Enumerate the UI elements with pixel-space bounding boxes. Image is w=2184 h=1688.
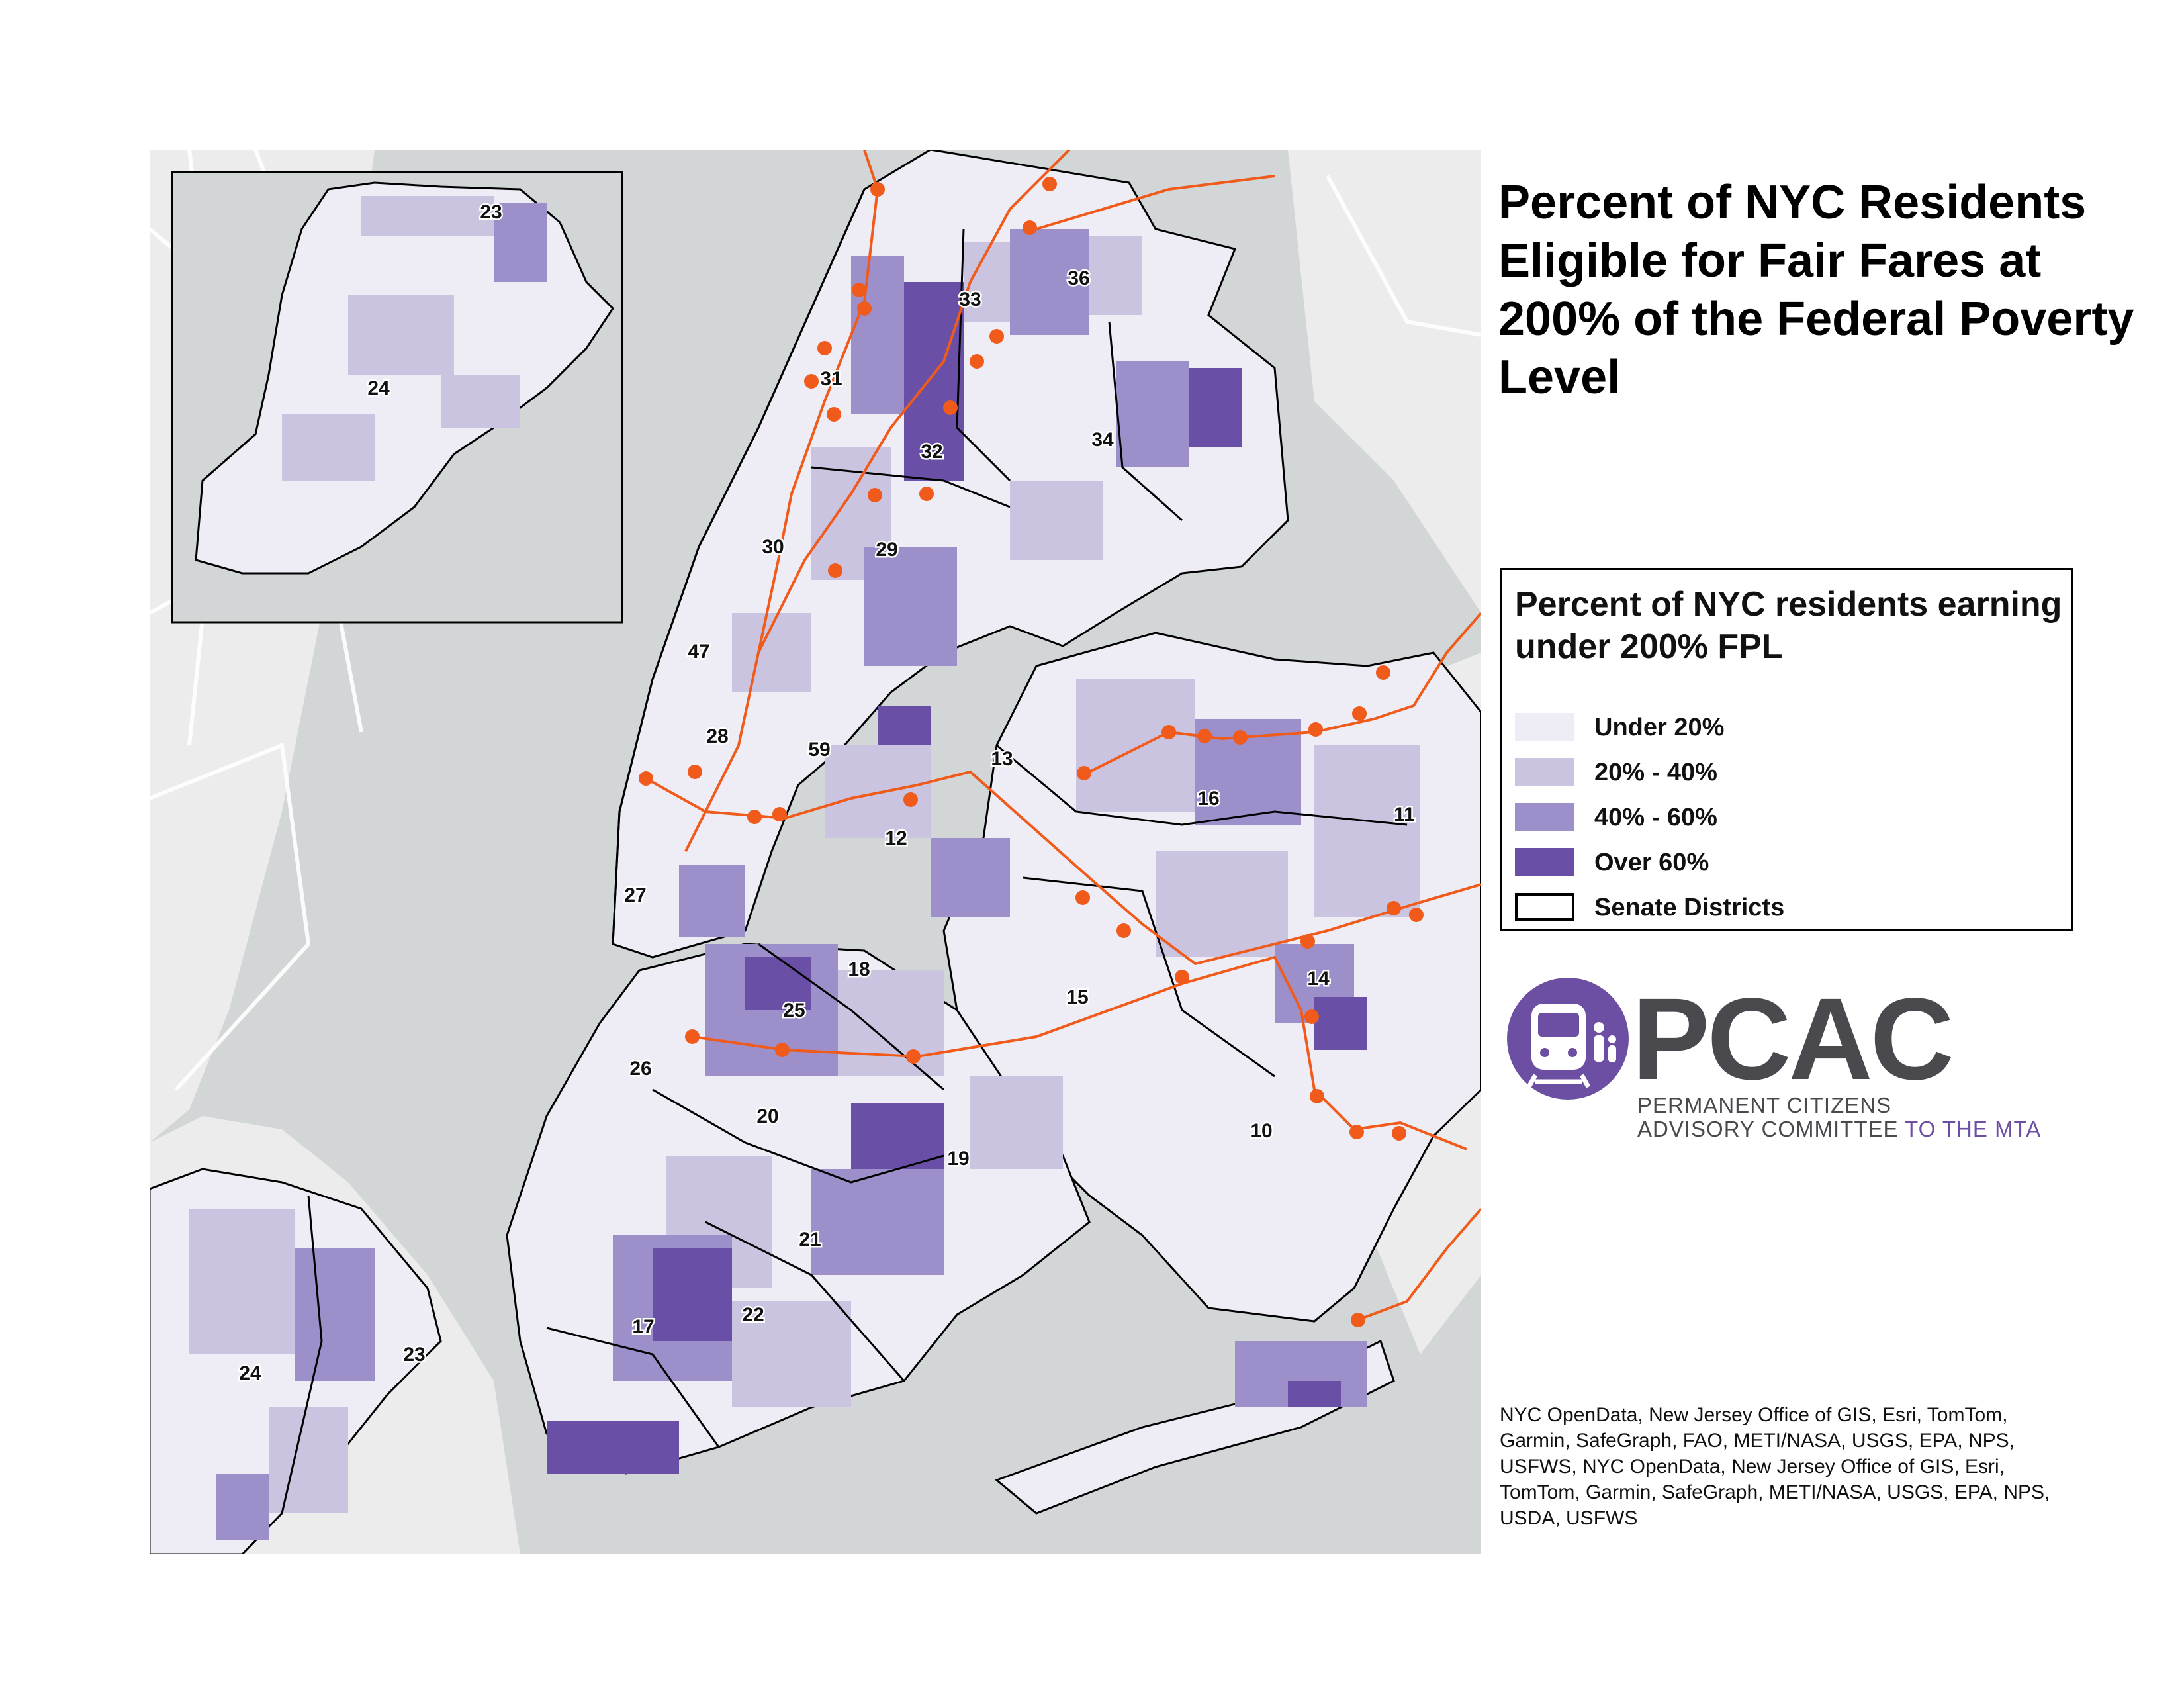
legend: Percent of NYC residents earning under 2…	[1500, 568, 2073, 931]
district-label: 34	[1091, 429, 1114, 451]
district-label: 15	[1066, 986, 1088, 1008]
map-title: Percent of NYC Residents Eligible for Fa…	[1498, 176, 2134, 404]
subway-stations	[639, 177, 1424, 1327]
legend-label: Under 20%	[1594, 714, 1725, 741]
legend-swatch	[1515, 803, 1574, 831]
district-label: 29	[876, 539, 897, 561]
district-label: 28	[706, 726, 728, 747]
legend-label: 40% - 60%	[1594, 804, 1717, 831]
logo-wordmark: PCAC	[1632, 974, 1954, 1104]
district-label: 27	[624, 884, 646, 906]
inset-district-label: 23	[480, 201, 502, 223]
district-label: 33	[959, 289, 981, 310]
district-label: 30	[762, 536, 784, 558]
district-label: 19	[947, 1148, 969, 1170]
subway-lines	[645, 150, 1481, 1323]
district-label: 25	[783, 1000, 805, 1021]
train-icon	[1507, 978, 1629, 1100]
logo-subtitle-main: ADVISORY COMMITTEE	[1637, 1117, 1899, 1141]
legend-item-under-20: Under 20%	[1515, 713, 2058, 742]
district-label: 12	[885, 827, 907, 849]
district-label: 10	[1250, 1120, 1272, 1142]
legend-item-40-60: 40% - 60%	[1515, 803, 2058, 832]
poverty-choropleth-map: 33 36 31 32 34 30 29 47 28 59 13 16 11 1…	[150, 150, 1481, 1554]
legend-item-senate-districts: Senate Districts	[1515, 893, 2058, 922]
district-label: 13	[991, 748, 1013, 770]
logo-subtitle-line2: ADVISORY COMMITTEE TO THE MTA	[1637, 1117, 2041, 1141]
choropleth-tracts	[189, 229, 1420, 1540]
district-label: 17	[632, 1316, 654, 1338]
district-label: 11	[1394, 804, 1415, 825]
legend-item-over-60: Over 60%	[1515, 848, 2058, 877]
legend-title: Percent of NYC residents earning under 2…	[1515, 585, 2062, 666]
district-labels: 33 36 31 32 34 30 29 47 28 59 13 16 11 1…	[238, 200, 1417, 1386]
senate-district-boundaries	[281, 189, 1408, 1514]
district-label: 18	[848, 959, 870, 980]
pcac-logo: PCAC PERMANENT CITIZENS ADVISORY COMMITT…	[1505, 976, 2074, 1148]
district-label: 23	[403, 1344, 425, 1366]
legend-label: Over 60%	[1594, 849, 1709, 876]
district-label: 20	[756, 1105, 778, 1127]
legend-label: 20% - 40%	[1594, 759, 1717, 786]
legend-item-20-40: 20% - 40%	[1515, 758, 2058, 787]
legend-swatch	[1515, 893, 1574, 921]
logo-subtitle-line1: PERMANENT CITIZENS	[1637, 1093, 1892, 1117]
district-label: 32	[921, 441, 942, 463]
inset-district-label: 24	[367, 377, 390, 399]
map-frame: 33 36 31 32 34 30 29 47 28 59 13 16 11 1…	[150, 150, 1481, 1554]
district-label: 31	[820, 368, 842, 390]
legend-swatch	[1515, 848, 1574, 876]
district-label: 24	[239, 1362, 261, 1384]
data-credits: NYC OpenData, New Jersey Office of GIS, …	[1500, 1404, 2050, 1529]
district-label: 21	[799, 1229, 821, 1250]
legend-label: Senate Districts	[1594, 894, 1785, 921]
district-label: 16	[1197, 788, 1219, 810]
district-label: 22	[742, 1304, 764, 1326]
district-label: 59	[808, 739, 830, 761]
legend-swatch	[1515, 713, 1574, 741]
district-label: 26	[629, 1058, 651, 1080]
district-label: 14	[1307, 968, 1330, 990]
logo-subtitle-accent: TO THE MTA	[1905, 1117, 2042, 1141]
staten-island-inset	[171, 171, 623, 624]
district-label: 47	[688, 641, 709, 663]
district-label: 36	[1068, 267, 1089, 289]
legend-swatch	[1515, 758, 1574, 786]
